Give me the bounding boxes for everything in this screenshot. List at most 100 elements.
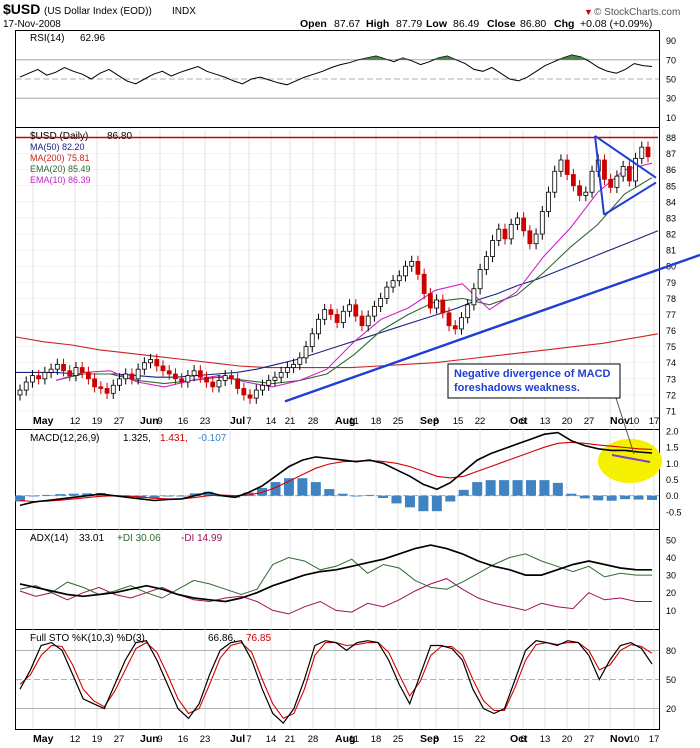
- x-tick-label: 14: [266, 734, 277, 745]
- rsi-overbought-fill: [358, 57, 368, 60]
- macd-histogram-bar: [647, 495, 657, 500]
- candle-body: [446, 312, 452, 327]
- macd-histogram-bar: [539, 480, 550, 496]
- chart-date: 17-Nov-2008: [3, 19, 61, 30]
- candle-body: [216, 380, 222, 388]
- candle-body: [539, 211, 545, 235]
- macd-value: 1.325,: [123, 433, 151, 444]
- candle-body: [73, 367, 79, 377]
- macd-histogram-bar: [391, 495, 402, 504]
- x-tick-label: 20: [562, 416, 573, 427]
- candle-body: [359, 315, 365, 327]
- rsi-overbought-fill: [571, 55, 581, 60]
- adx-tick-label: 30: [666, 571, 676, 581]
- high-label: High: [366, 18, 389, 30]
- price-tick-label: 77: [666, 310, 676, 320]
- macd-histogram-bar: [297, 478, 308, 496]
- source-mark: ▼: [584, 7, 593, 17]
- price-tick-label: 72: [666, 390, 676, 400]
- x-tick-label: 23: [200, 734, 211, 745]
- macd-tick-label: 0.0: [666, 491, 679, 501]
- candle-body: [241, 388, 247, 396]
- rsi-overbought-fill: [384, 58, 394, 60]
- candle-body: [490, 240, 495, 257]
- price-tick-label: 74: [666, 358, 676, 368]
- candle-body: [260, 384, 265, 391]
- macd-histogram-bar: [15, 495, 25, 502]
- candle-body: [67, 370, 73, 377]
- price-tick-label: 81: [666, 246, 676, 256]
- macd-histogram-bar: [310, 482, 321, 496]
- x-tick-label: 7: [246, 416, 251, 427]
- candle-body: [384, 286, 390, 299]
- x-tick-label: 6: [520, 734, 525, 745]
- x-tick-label: Oct: [510, 415, 528, 427]
- ohlc-readout: Open 87.67 High 87.79 Low 86.49 Close 86…: [300, 18, 652, 30]
- x-tick-label: Sep: [420, 415, 439, 427]
- x-tick-label: 17: [649, 734, 660, 745]
- adx-line: [19, 544, 652, 603]
- candle-body: [558, 159, 564, 172]
- price-tick-label: 71: [666, 407, 676, 417]
- x-tick-label: 14: [266, 416, 277, 427]
- support-trendline: [284, 253, 700, 403]
- adx-tick-label: 20: [666, 588, 676, 598]
- adx-frame: [15, 529, 660, 630]
- candle-body: [496, 228, 502, 241]
- candle-body: [148, 359, 153, 364]
- candle-body: [98, 386, 104, 389]
- macd-histogram-bar: [579, 495, 590, 499]
- candle-body: [54, 363, 60, 370]
- candle-body: [403, 265, 408, 277]
- candle-body: [160, 365, 166, 372]
- candle-body: [117, 378, 122, 386]
- candle-body: [42, 371, 48, 380]
- macd-histogram-bar: [68, 493, 79, 496]
- x-tick-label: 12: [70, 416, 81, 427]
- macd-histogram-bar: [606, 495, 617, 501]
- annotation-box: [447, 363, 621, 399]
- macd-histogram-bar: [243, 492, 254, 496]
- macd-histogram-bar: [593, 495, 604, 501]
- legend-ema20: EMA(20) 85.49: [30, 164, 91, 174]
- x-tick-label: 21: [285, 416, 296, 427]
- candle-body: [378, 297, 384, 307]
- macd-tick-label: 2.0: [666, 427, 679, 437]
- rsi-tick-label: 50: [666, 75, 676, 85]
- sto-legend: Full STO %K(10,3) %D(3) 66.86, 76.85: [30, 633, 271, 644]
- candle-body: [577, 185, 583, 196]
- sto-k-line: [19, 640, 653, 724]
- candle-body: [502, 228, 508, 240]
- candle-body: [477, 269, 483, 290]
- price-tick-label: 75: [666, 342, 676, 352]
- rsi-tick-label: 10: [666, 113, 676, 123]
- candle-body: [36, 375, 42, 380]
- x-tick-label: 22: [475, 734, 486, 745]
- candle-body: [185, 375, 191, 383]
- macd-histogram-bar: [162, 495, 173, 497]
- sto-tick-label: 80: [666, 646, 676, 656]
- rsi-overbought-fill: [376, 55, 385, 60]
- x-tick-label: 10: [629, 734, 640, 745]
- candle-body: [247, 394, 253, 399]
- x-tick-label: 22: [475, 416, 486, 427]
- macd-histogram-bar: [566, 493, 577, 496]
- rsi-tick-label: 70: [666, 55, 676, 65]
- macd-frame: [15, 429, 660, 530]
- macd-histogram-bar: [499, 480, 510, 496]
- candle-body: [626, 166, 632, 182]
- rsi-overbought-fill: [580, 56, 590, 60]
- candle-body: [303, 346, 309, 359]
- macd-histogram-bar: [82, 493, 93, 496]
- x-tick-label: May: [33, 733, 54, 745]
- macd-hist-value: -0.107: [198, 433, 227, 444]
- macd-histogram-bar: [324, 489, 335, 496]
- chart-exchange: INDX: [172, 6, 196, 17]
- x-tick-label: Nov: [610, 733, 630, 745]
- candle-body: [465, 304, 471, 319]
- candle-body: [459, 317, 464, 330]
- macd-signal-value: 1.431,: [160, 433, 188, 444]
- price-tick-label: 78: [666, 294, 676, 304]
- x-tick-label: 13: [540, 416, 551, 427]
